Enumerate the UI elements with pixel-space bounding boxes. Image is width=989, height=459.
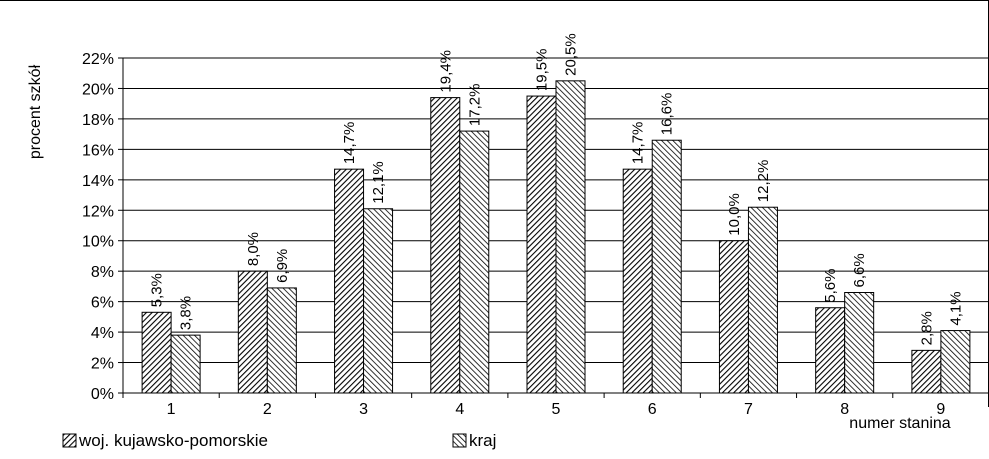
bar-series-2 <box>651 139 682 394</box>
data-label-series-1: 19,5% <box>534 49 551 92</box>
data-label-series-2: 6,9% <box>274 249 291 283</box>
data-label-series-2: 6,6% <box>851 253 868 287</box>
x-tick-label: 2 <box>263 401 272 418</box>
legend: woj. kujawsko-pomorskie kraj <box>62 431 496 450</box>
data-label-series-1: 14,7% <box>630 122 647 165</box>
y-tick-label: 4% <box>91 325 114 342</box>
data-label-series-2: 20,5% <box>563 33 580 76</box>
legend-label-series-2: kraj <box>469 431 496 450</box>
bars <box>141 80 971 394</box>
y-tick-label: 8% <box>91 264 114 281</box>
x-tick-label: 4 <box>455 401 464 418</box>
data-label-series-1: 5,3% <box>149 273 166 307</box>
bar-series-2 <box>555 80 586 394</box>
bar-series-1 <box>622 168 653 394</box>
y-tick-label: 22% <box>82 51 114 68</box>
legend-label-series-1: woj. kujawsko-pomorskie <box>78 431 268 450</box>
y-tick-label: 14% <box>82 173 114 190</box>
x-tick-label: 8 <box>840 401 849 418</box>
data-label-series-1: 19,4% <box>437 50 454 93</box>
bar-series-1 <box>334 168 365 394</box>
bar-series-2 <box>170 334 201 394</box>
data-label-series-2: 12,1% <box>370 161 387 204</box>
y-tick-label: 6% <box>91 295 114 312</box>
data-label-series-2: 12,2% <box>755 160 772 203</box>
x-tick-label: 5 <box>552 401 561 418</box>
y-tick-label: 0% <box>91 386 114 403</box>
data-label-series-2: 3,8% <box>178 296 195 330</box>
bar-series-2 <box>363 208 394 394</box>
bar-series-1 <box>526 95 557 394</box>
data-label-series-1: 10,0% <box>726 193 743 236</box>
legend-swatch-series-1 <box>62 433 77 448</box>
x-tick-label: 3 <box>359 401 368 418</box>
y-tick-label: 18% <box>82 112 114 129</box>
x-axis-title: numer stanina <box>849 415 950 432</box>
legend-swatch-series-2 <box>452 433 467 448</box>
x-tick-label: 6 <box>648 401 657 418</box>
data-label-series-2: 16,6% <box>659 93 676 136</box>
y-tick-label: 12% <box>82 203 114 220</box>
y-tick-label: 16% <box>82 142 114 159</box>
bar-series-1 <box>430 97 461 394</box>
y-tick-label: 2% <box>91 356 114 373</box>
x-tick-label: 1 <box>167 401 176 418</box>
bar-series-1 <box>141 311 172 394</box>
data-label-series-1: 5,6% <box>822 269 839 303</box>
data-label-series-1: 14,7% <box>341 122 358 165</box>
data-label-series-2: 17,2% <box>466 84 483 127</box>
bar-series-1 <box>911 349 942 394</box>
x-tick-label: 7 <box>744 401 753 418</box>
data-label-series-1: 2,8% <box>918 311 935 345</box>
data-label-series-1: 8,0% <box>245 232 262 266</box>
bar-series-1 <box>815 307 846 394</box>
bar-series-2 <box>844 292 875 394</box>
y-tick-label: 10% <box>82 234 114 251</box>
data-labels: 5,3% 8,0% 14,7% 19,4% 19,5% 14,7% 10,0% 5,6% 2,8… <box>149 33 965 345</box>
bar-series-1 <box>237 270 268 394</box>
bar-series-2 <box>940 330 971 394</box>
bar-series-1 <box>718 240 749 394</box>
bar-series-2 <box>266 287 297 394</box>
bar-series-2 <box>459 130 490 394</box>
x-tick-label: 9 <box>936 401 945 418</box>
y-axis-title: procent szkół <box>27 64 44 159</box>
data-label-series-2: 4,1% <box>947 291 964 325</box>
bar-series-2 <box>747 206 778 394</box>
y-tick-label: 20% <box>82 81 114 98</box>
